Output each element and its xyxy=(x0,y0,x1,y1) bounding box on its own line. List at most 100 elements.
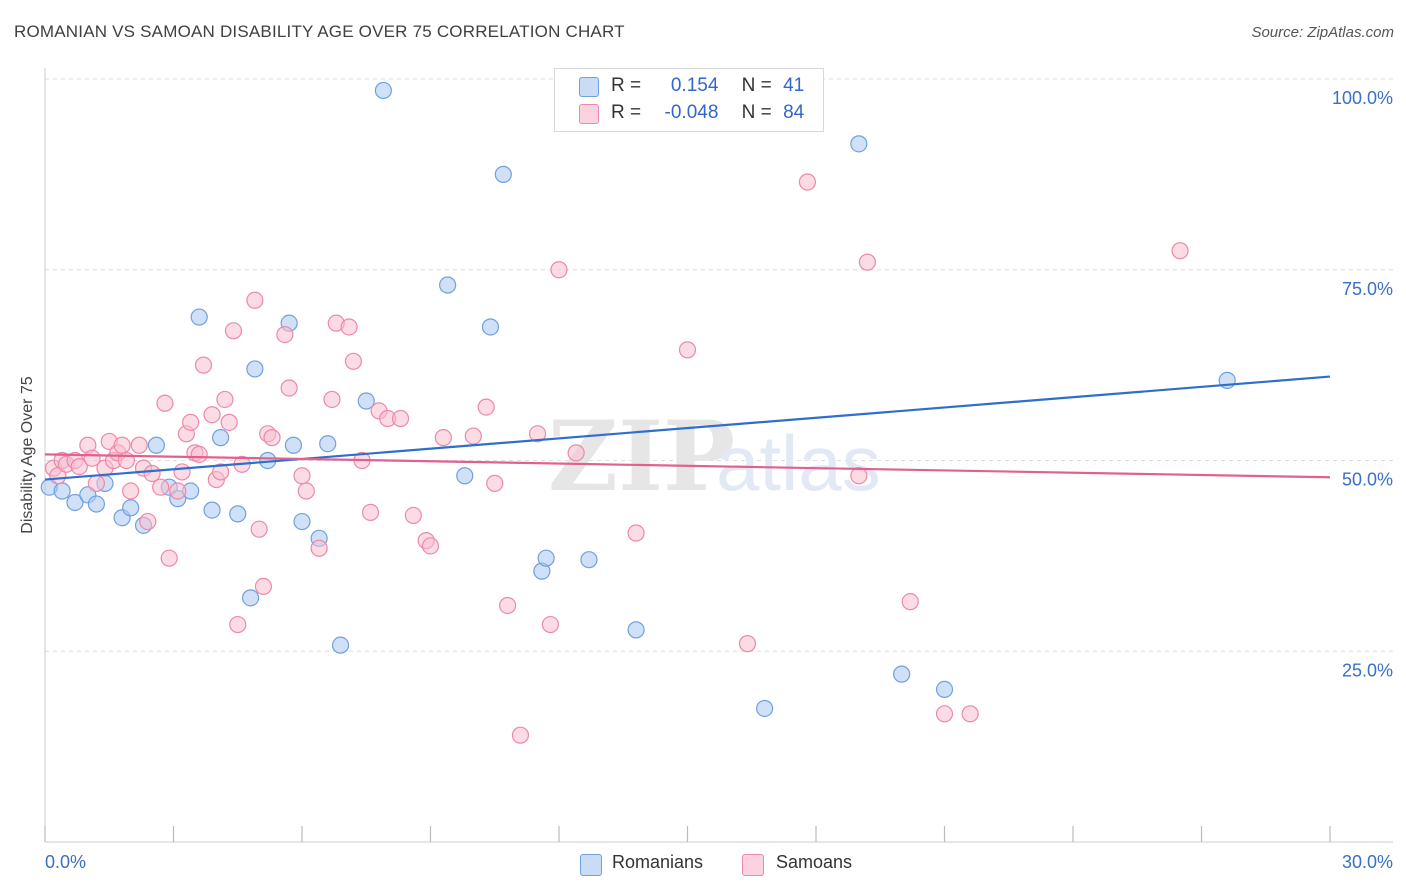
romanians-point xyxy=(212,429,230,447)
romanians-point xyxy=(87,495,106,513)
legend-row-samoans: R = -0.048 N = 84 xyxy=(611,102,804,124)
samoans-point xyxy=(434,429,452,447)
samoans-point xyxy=(361,503,380,521)
samoans-point xyxy=(901,593,919,611)
legend-romanians-label: Romanians xyxy=(612,852,704,872)
romanians-point xyxy=(293,512,311,531)
samoans-point xyxy=(567,444,585,462)
romanians-swatch xyxy=(579,77,599,97)
romanians-point xyxy=(319,435,337,453)
samoans-point xyxy=(421,537,440,555)
romanians-point xyxy=(66,493,84,512)
romanians-point xyxy=(456,467,474,485)
romanians-point xyxy=(580,551,598,569)
romanians-point xyxy=(284,436,303,454)
x-tick-label: 0.0% xyxy=(45,852,86,872)
samoans-point xyxy=(391,409,410,428)
romanians-point xyxy=(935,680,954,699)
romanians-point xyxy=(203,501,221,519)
romanians-point xyxy=(893,665,911,683)
romanians-point xyxy=(122,499,140,517)
samoans-point xyxy=(486,474,504,492)
samoans-point xyxy=(152,478,170,496)
romanians-point xyxy=(242,589,260,607)
n-value: 84 xyxy=(783,102,805,123)
samoans-point xyxy=(220,413,238,431)
samoans-point xyxy=(340,318,358,336)
samoans-point xyxy=(250,520,268,538)
samoans-point xyxy=(499,596,517,615)
samoans-point xyxy=(627,524,645,542)
legend-samoans-label: Samoans xyxy=(776,852,853,872)
romanians-point xyxy=(627,621,645,639)
romanians-point xyxy=(246,360,264,378)
samoans-point xyxy=(190,445,208,463)
samoans-point xyxy=(961,705,979,723)
samoans-point xyxy=(194,356,213,374)
samoans-point xyxy=(229,615,247,634)
samoans-point xyxy=(87,474,106,492)
n-value: 41 xyxy=(783,75,805,96)
romanians-point xyxy=(439,276,457,294)
samoans-point xyxy=(224,322,243,340)
samoans-point xyxy=(511,726,530,744)
samoans-point xyxy=(182,413,200,431)
samoans-point xyxy=(139,512,157,531)
data-points xyxy=(40,81,1236,744)
chart-source: Source: ZipAtlas.com xyxy=(1251,24,1394,41)
romanians-point xyxy=(147,436,165,454)
samoans-trend-line xyxy=(44,453,1331,479)
samoans-point xyxy=(216,390,234,409)
romanians-trend-line xyxy=(44,375,1331,481)
romanians-point xyxy=(850,135,868,153)
samoans-point xyxy=(678,341,697,359)
trend-lines xyxy=(44,375,1331,481)
samoans-point xyxy=(528,425,547,443)
romanians-point xyxy=(374,81,392,100)
samoans-point xyxy=(173,463,191,481)
samoans-point xyxy=(858,253,877,271)
r-label: R = xyxy=(611,75,642,96)
chart-title: ROMANIAN VS SAMOAN DISABILITY AGE OVER 7… xyxy=(14,22,625,41)
watermark-atlas: atlas xyxy=(716,419,881,507)
samoans-point xyxy=(477,398,495,416)
r-label: R = xyxy=(611,102,642,123)
samoans-point xyxy=(541,615,560,634)
r-value: -0.048 xyxy=(664,102,719,123)
samoans-point xyxy=(263,429,281,447)
romanians-point xyxy=(537,549,555,567)
samoans-point xyxy=(280,379,298,397)
r-value: 0.154 xyxy=(670,75,719,96)
samoans-point xyxy=(156,394,174,412)
romanians-point xyxy=(331,636,350,654)
samoans-point xyxy=(1171,242,1189,260)
romanians-point xyxy=(190,308,208,326)
romanians-point xyxy=(755,699,774,718)
samoans-point xyxy=(310,539,328,557)
legend-row-romanians: R = 0.154 N = 41 xyxy=(611,75,804,97)
y-tick-label: 25.0% xyxy=(1342,660,1393,680)
samoans-point xyxy=(70,458,88,476)
samoans-point xyxy=(850,467,868,485)
samoans-point xyxy=(246,291,264,309)
samoans-point xyxy=(143,464,161,483)
samoans-swatch xyxy=(579,104,599,124)
samoans-point xyxy=(798,173,817,191)
samoans-point xyxy=(297,482,315,500)
romanians-point xyxy=(357,392,375,410)
samoans-point xyxy=(276,326,294,344)
samoans-point xyxy=(212,463,230,481)
romanians-point xyxy=(494,165,512,183)
samoans-point xyxy=(169,482,187,500)
samoans-point xyxy=(293,467,311,485)
samoans-point xyxy=(113,436,131,454)
y-tick-label: 75.0% xyxy=(1342,279,1393,299)
samoans-point xyxy=(130,436,148,454)
y-tick-label: 50.0% xyxy=(1342,470,1393,490)
samoans-point xyxy=(254,577,273,595)
samoans-point xyxy=(550,261,568,279)
samoans-point xyxy=(323,390,341,409)
n-label: N = xyxy=(741,102,772,123)
samoans-point xyxy=(160,549,178,567)
